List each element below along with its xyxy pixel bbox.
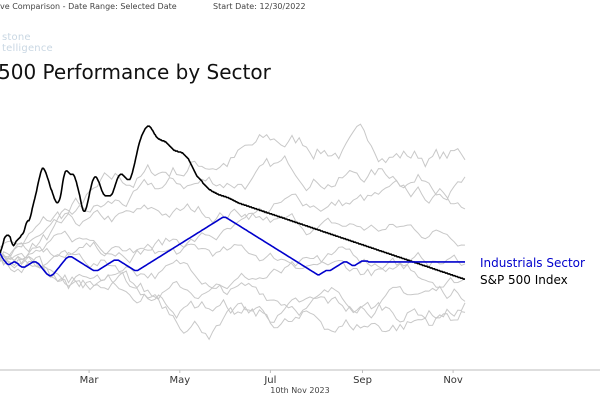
x-tick-label: Jul bbox=[263, 375, 276, 386]
other-sector-line bbox=[0, 212, 466, 269]
x-tick-label: May bbox=[169, 375, 190, 386]
footer-date: 10th Nov 2023 bbox=[270, 386, 330, 395]
chart-title: 500 Performance by Sector bbox=[0, 60, 271, 84]
header-start-date: Start Date: 12/30/2022 bbox=[213, 2, 306, 11]
watermark-line-2: telligence bbox=[2, 43, 53, 54]
other-sector-line bbox=[0, 179, 466, 248]
industrials-sector-line bbox=[0, 216, 465, 277]
other-sector-line bbox=[0, 155, 466, 261]
other-sector-lines bbox=[0, 123, 466, 341]
other-sector-line bbox=[0, 241, 466, 273]
x-tick-label: Sep bbox=[353, 375, 372, 386]
other-sector-line bbox=[0, 255, 466, 341]
x-axis-ticks: Mar May Jul Sep Nov bbox=[80, 370, 463, 386]
sp500-index-line bbox=[0, 125, 465, 280]
header-comparison-text: ve Comparison - Date Range: Selected Dat… bbox=[0, 2, 177, 11]
header-bar: ve Comparison - Date Range: Selected Dat… bbox=[0, 0, 600, 14]
legend-label-sp500: S&P 500 Index bbox=[480, 273, 568, 287]
highlight-lines bbox=[0, 125, 465, 280]
other-sector-line bbox=[0, 257, 466, 319]
inline-legend: S&P 500 Index Industrials Sector bbox=[480, 256, 585, 287]
other-sector-line bbox=[0, 255, 466, 323]
x-tick-label: Mar bbox=[80, 375, 100, 386]
x-tick-label: Nov bbox=[443, 375, 463, 386]
legend-label-industrials: Industrials Sector bbox=[480, 256, 585, 270]
watermark-line-1: stone bbox=[2, 32, 31, 43]
watermark-logo: stone telligence bbox=[2, 32, 53, 54]
other-sector-line bbox=[0, 123, 466, 262]
other-sector-line bbox=[0, 245, 466, 290]
